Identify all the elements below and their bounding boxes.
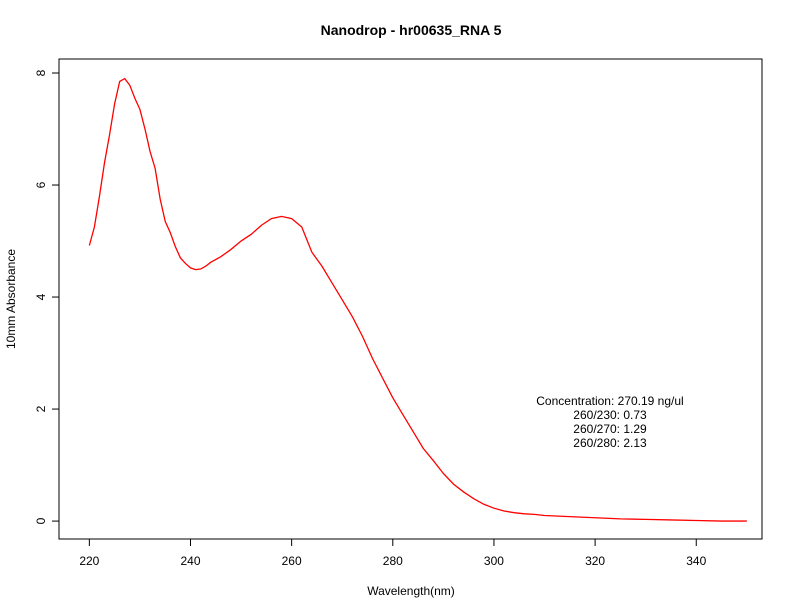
x-axis-label: Wavelength(nm): [367, 584, 455, 598]
y-tick-label: 4: [34, 293, 48, 300]
x-tick-label: 320: [585, 554, 605, 568]
x-tick-label: 340: [686, 554, 706, 568]
y-tick-label: 6: [34, 181, 48, 188]
y-tick-label: 2: [34, 405, 48, 412]
chart-title: Nanodrop - hr00635_RNA 5: [321, 22, 502, 38]
y-tick-label: 0: [34, 517, 48, 524]
concentration-text: Concentration: 270.19 ng/ul: [536, 394, 683, 408]
y-axis-label: 10mm Absorbance: [4, 249, 18, 349]
stats-annotation: Concentration: 270.19 ng/ul 260/230: 0.7…: [536, 394, 683, 450]
x-tick-label: 280: [383, 554, 403, 568]
absorbance-series-line: [88, 77, 747, 522]
ratio-260-270-text: 260/270: 1.29: [573, 422, 647, 436]
x-tick-label: 240: [180, 554, 200, 568]
x-tick-label: 260: [282, 554, 302, 568]
ratio-260-280-text: 260/280: 2.13: [573, 436, 647, 450]
y-axis: 0 2 4 6 8: [34, 69, 59, 524]
x-axis: 220 240 260 280 300 320 340: [79, 539, 707, 568]
y-tick-label: 8: [34, 69, 48, 76]
x-tick-label: 220: [79, 554, 99, 568]
x-tick-label: 300: [484, 554, 504, 568]
plot-frame: [58, 58, 763, 540]
ratio-260-230-text: 260/230: 0.73: [573, 408, 647, 422]
